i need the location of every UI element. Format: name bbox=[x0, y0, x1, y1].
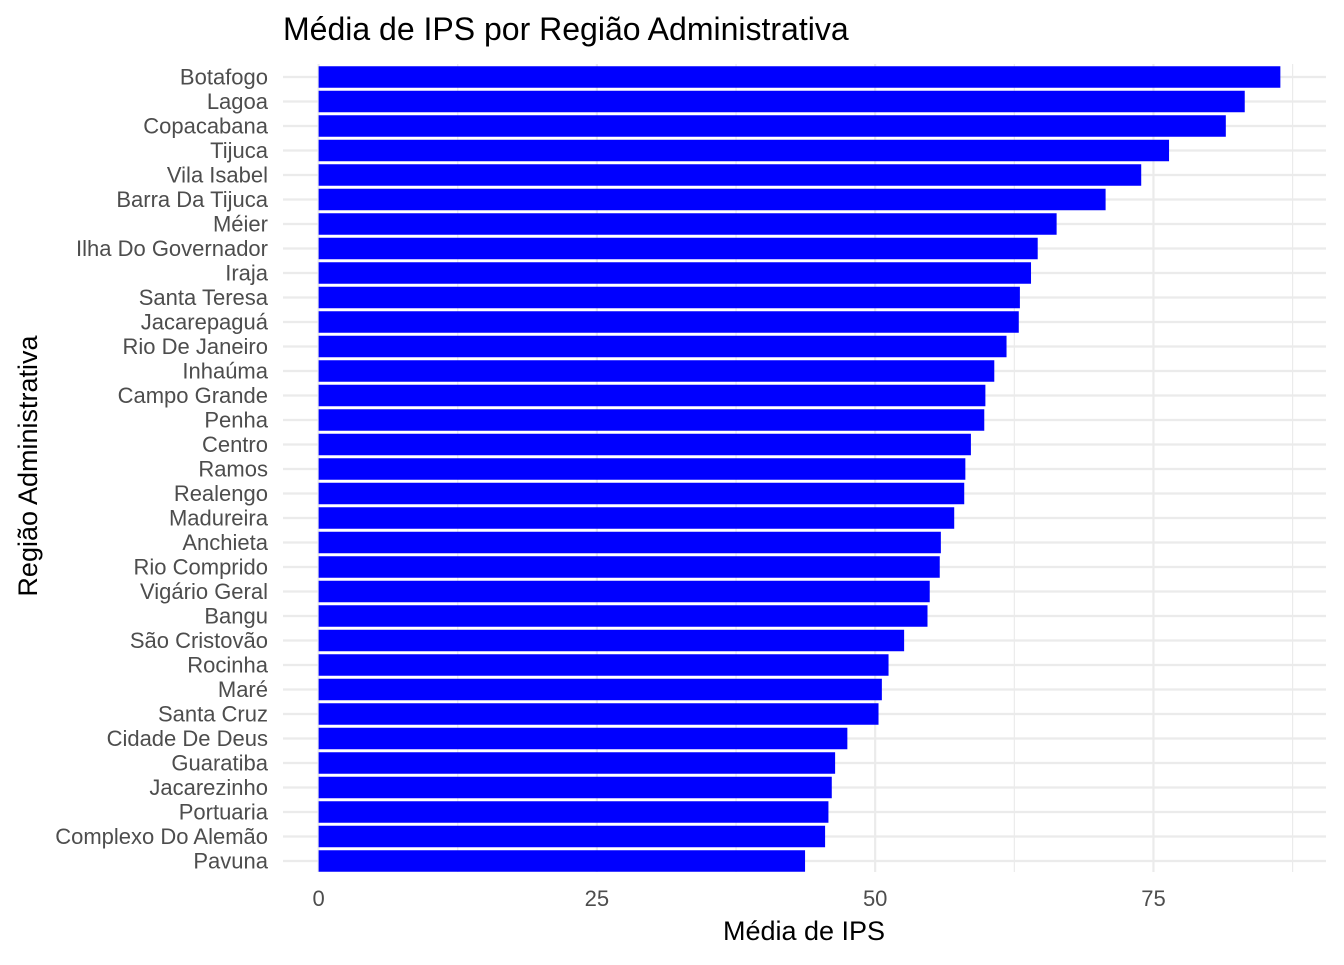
bar bbox=[318, 752, 836, 774]
bar bbox=[318, 262, 1032, 284]
y-tick-label: Vila Isabel bbox=[167, 163, 268, 188]
y-tick-label: Lagoa bbox=[207, 89, 269, 114]
y-tick-label: Bangu bbox=[204, 604, 268, 629]
bar bbox=[318, 801, 829, 823]
bar bbox=[318, 507, 955, 529]
y-tick-label: Santa Cruz bbox=[158, 702, 268, 727]
y-tick-label: Tijuca bbox=[210, 138, 269, 163]
y-tick-label: Rio Comprido bbox=[134, 555, 269, 580]
y-tick-label: Pavuna bbox=[193, 849, 268, 874]
bar bbox=[318, 825, 826, 848]
y-tick-label: Portuaria bbox=[179, 800, 269, 825]
y-tick-label: Iraja bbox=[225, 261, 269, 286]
bar bbox=[318, 556, 940, 578]
x-tick-label: 25 bbox=[585, 886, 609, 911]
x-tick-label: 50 bbox=[863, 886, 887, 911]
bar bbox=[318, 654, 889, 676]
y-tick-label: Santa Teresa bbox=[139, 285, 269, 310]
y-tick-label: Copacabana bbox=[143, 114, 269, 139]
bar bbox=[318, 360, 995, 382]
bar bbox=[318, 139, 1170, 162]
x-axis-title: Média de IPS bbox=[723, 916, 885, 946]
bar bbox=[318, 311, 1019, 333]
bar bbox=[318, 335, 1007, 358]
bar bbox=[318, 213, 1057, 235]
y-tick-label: Anchieta bbox=[182, 530, 268, 555]
bar bbox=[318, 727, 848, 750]
y-tick-label: Complexo Do Alemão bbox=[55, 824, 268, 849]
bar bbox=[318, 703, 879, 725]
y-tick-label: Jacarezinho bbox=[149, 775, 268, 800]
bar bbox=[318, 531, 941, 554]
chart-title: Média de IPS por Região Administrativa bbox=[283, 11, 849, 47]
y-tick-label: Rio De Janeiro bbox=[122, 334, 268, 359]
bar bbox=[318, 580, 930, 603]
bar bbox=[318, 776, 832, 799]
y-tick-label: Vigário Geral bbox=[140, 579, 268, 604]
bar bbox=[318, 237, 1038, 260]
y-tick-label: São Cristovão bbox=[130, 628, 268, 653]
bar bbox=[318, 433, 971, 456]
y-tick-label: Madureira bbox=[169, 506, 269, 531]
bar bbox=[318, 286, 1020, 309]
y-tick-label: Barra Da Tijuca bbox=[116, 187, 268, 212]
bar bbox=[318, 164, 1142, 186]
y-tick-label: Botafogo bbox=[180, 65, 268, 90]
bar bbox=[318, 850, 806, 872]
bar bbox=[318, 482, 965, 505]
x-axis-tick-labels: 0 25 50 75 bbox=[312, 886, 1165, 911]
bar bbox=[318, 678, 882, 701]
y-tick-label: Méier bbox=[213, 212, 268, 237]
bar bbox=[318, 409, 985, 431]
bar bbox=[318, 90, 1245, 113]
y-tick-label: Ramos bbox=[198, 457, 268, 482]
bar bbox=[318, 188, 1106, 211]
bars bbox=[318, 66, 1281, 872]
bar bbox=[318, 384, 986, 407]
bar bbox=[318, 605, 928, 627]
y-tick-label: Ilha Do Governador bbox=[76, 236, 268, 261]
bar bbox=[318, 458, 966, 480]
y-tick-label: Cidade De Deus bbox=[107, 726, 268, 751]
bar bbox=[318, 66, 1281, 88]
y-tick-label: Rocinha bbox=[187, 653, 268, 678]
y-tick-label: Realengo bbox=[174, 481, 268, 506]
bar bbox=[318, 115, 1226, 137]
x-tick-label: 75 bbox=[1141, 886, 1165, 911]
y-tick-label: Campo Grande bbox=[118, 383, 268, 408]
x-tick-label: 0 bbox=[312, 886, 324, 911]
y-tick-label: Maré bbox=[218, 677, 268, 702]
y-axis-title: Região Administrativa bbox=[13, 334, 43, 596]
y-tick-label: Penha bbox=[204, 408, 268, 433]
y-tick-label: Centro bbox=[202, 432, 268, 457]
y-tick-label: Inhaúma bbox=[182, 359, 268, 384]
y-tick-label: Guaratiba bbox=[171, 751, 268, 776]
bar bbox=[318, 629, 905, 652]
y-tick-label: Jacarepaguá bbox=[141, 310, 269, 335]
